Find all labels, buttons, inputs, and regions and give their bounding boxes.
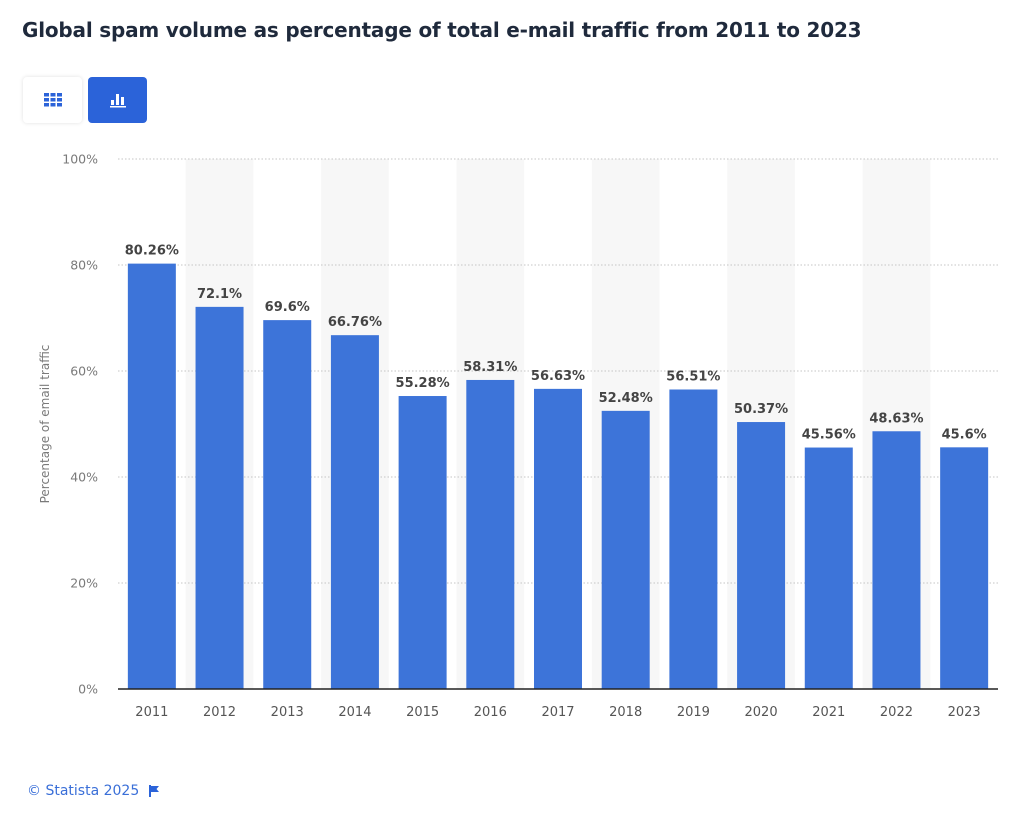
y-axis-label: Percentage of email traffic xyxy=(38,345,52,504)
x-tick-label: 2018 xyxy=(609,705,642,720)
x-tick-label: 2017 xyxy=(541,705,574,720)
bar-2015 xyxy=(398,396,447,689)
bar-2018 xyxy=(601,410,650,689)
bar-2019 xyxy=(669,389,718,689)
grid-icon xyxy=(43,93,62,107)
x-tick-label: 2012 xyxy=(203,705,236,720)
x-tick-label: 2013 xyxy=(271,705,304,720)
bar-2017 xyxy=(534,388,582,689)
y-tick-label: 0% xyxy=(78,682,98,697)
x-tick-label: 2016 xyxy=(474,705,507,720)
chart-title: Global spam volume as percentage of tota… xyxy=(22,18,862,42)
flag-icon[interactable] xyxy=(149,785,160,797)
data-label: 72.1% xyxy=(197,287,242,302)
bar-chart-icon xyxy=(109,94,126,108)
x-tick-label: 2019 xyxy=(677,705,710,720)
data-label: 48.63% xyxy=(869,411,923,426)
x-tick-label: 2021 xyxy=(812,705,845,720)
data-label: 66.76% xyxy=(328,315,382,330)
chart-view-button[interactable] xyxy=(88,77,147,123)
data-label: 56.51% xyxy=(666,369,720,384)
data-label: 45.56% xyxy=(802,428,856,443)
y-tick-label: 80% xyxy=(70,258,98,273)
data-label: 55.28% xyxy=(396,376,450,391)
y-tick-label: 60% xyxy=(70,364,98,379)
bar-2022 xyxy=(872,431,921,689)
y-tick-label: 40% xyxy=(70,470,98,485)
bar-2013 xyxy=(263,320,312,689)
footer: © Statista 2025 xyxy=(27,783,160,799)
x-tick-label: 2020 xyxy=(745,705,778,720)
data-label: 52.48% xyxy=(599,391,653,406)
data-label: 56.63% xyxy=(531,369,585,384)
x-tick-label: 2022 xyxy=(880,705,913,720)
bar-2016 xyxy=(466,379,515,689)
x-tick-label: 2014 xyxy=(338,705,371,720)
table-view-button[interactable] xyxy=(23,77,82,123)
y-tick-label: 100% xyxy=(62,152,98,167)
bar-2020 xyxy=(737,422,786,689)
bar-2011 xyxy=(127,263,176,689)
data-label: 50.37% xyxy=(734,402,788,417)
data-label: 45.6% xyxy=(942,427,987,442)
bar-2023 xyxy=(940,447,989,689)
data-label: 69.6% xyxy=(265,300,310,315)
x-tick-label: 2011 xyxy=(135,705,168,720)
bar-chart: 0% 20% 40% 60% 80% 100% Percentage of email tr… xyxy=(38,152,998,720)
y-tick-label: 20% xyxy=(70,576,98,591)
data-label: 58.31% xyxy=(463,360,517,375)
x-tick-label: 2015 xyxy=(406,705,439,720)
x-tick-label: 2023 xyxy=(948,705,981,720)
bar-2021 xyxy=(804,447,853,689)
bar-2012 xyxy=(195,306,244,689)
copyright-link[interactable]: © Statista 2025 xyxy=(27,783,140,799)
data-label: 80.26% xyxy=(125,244,179,259)
bar-2014 xyxy=(330,335,379,689)
